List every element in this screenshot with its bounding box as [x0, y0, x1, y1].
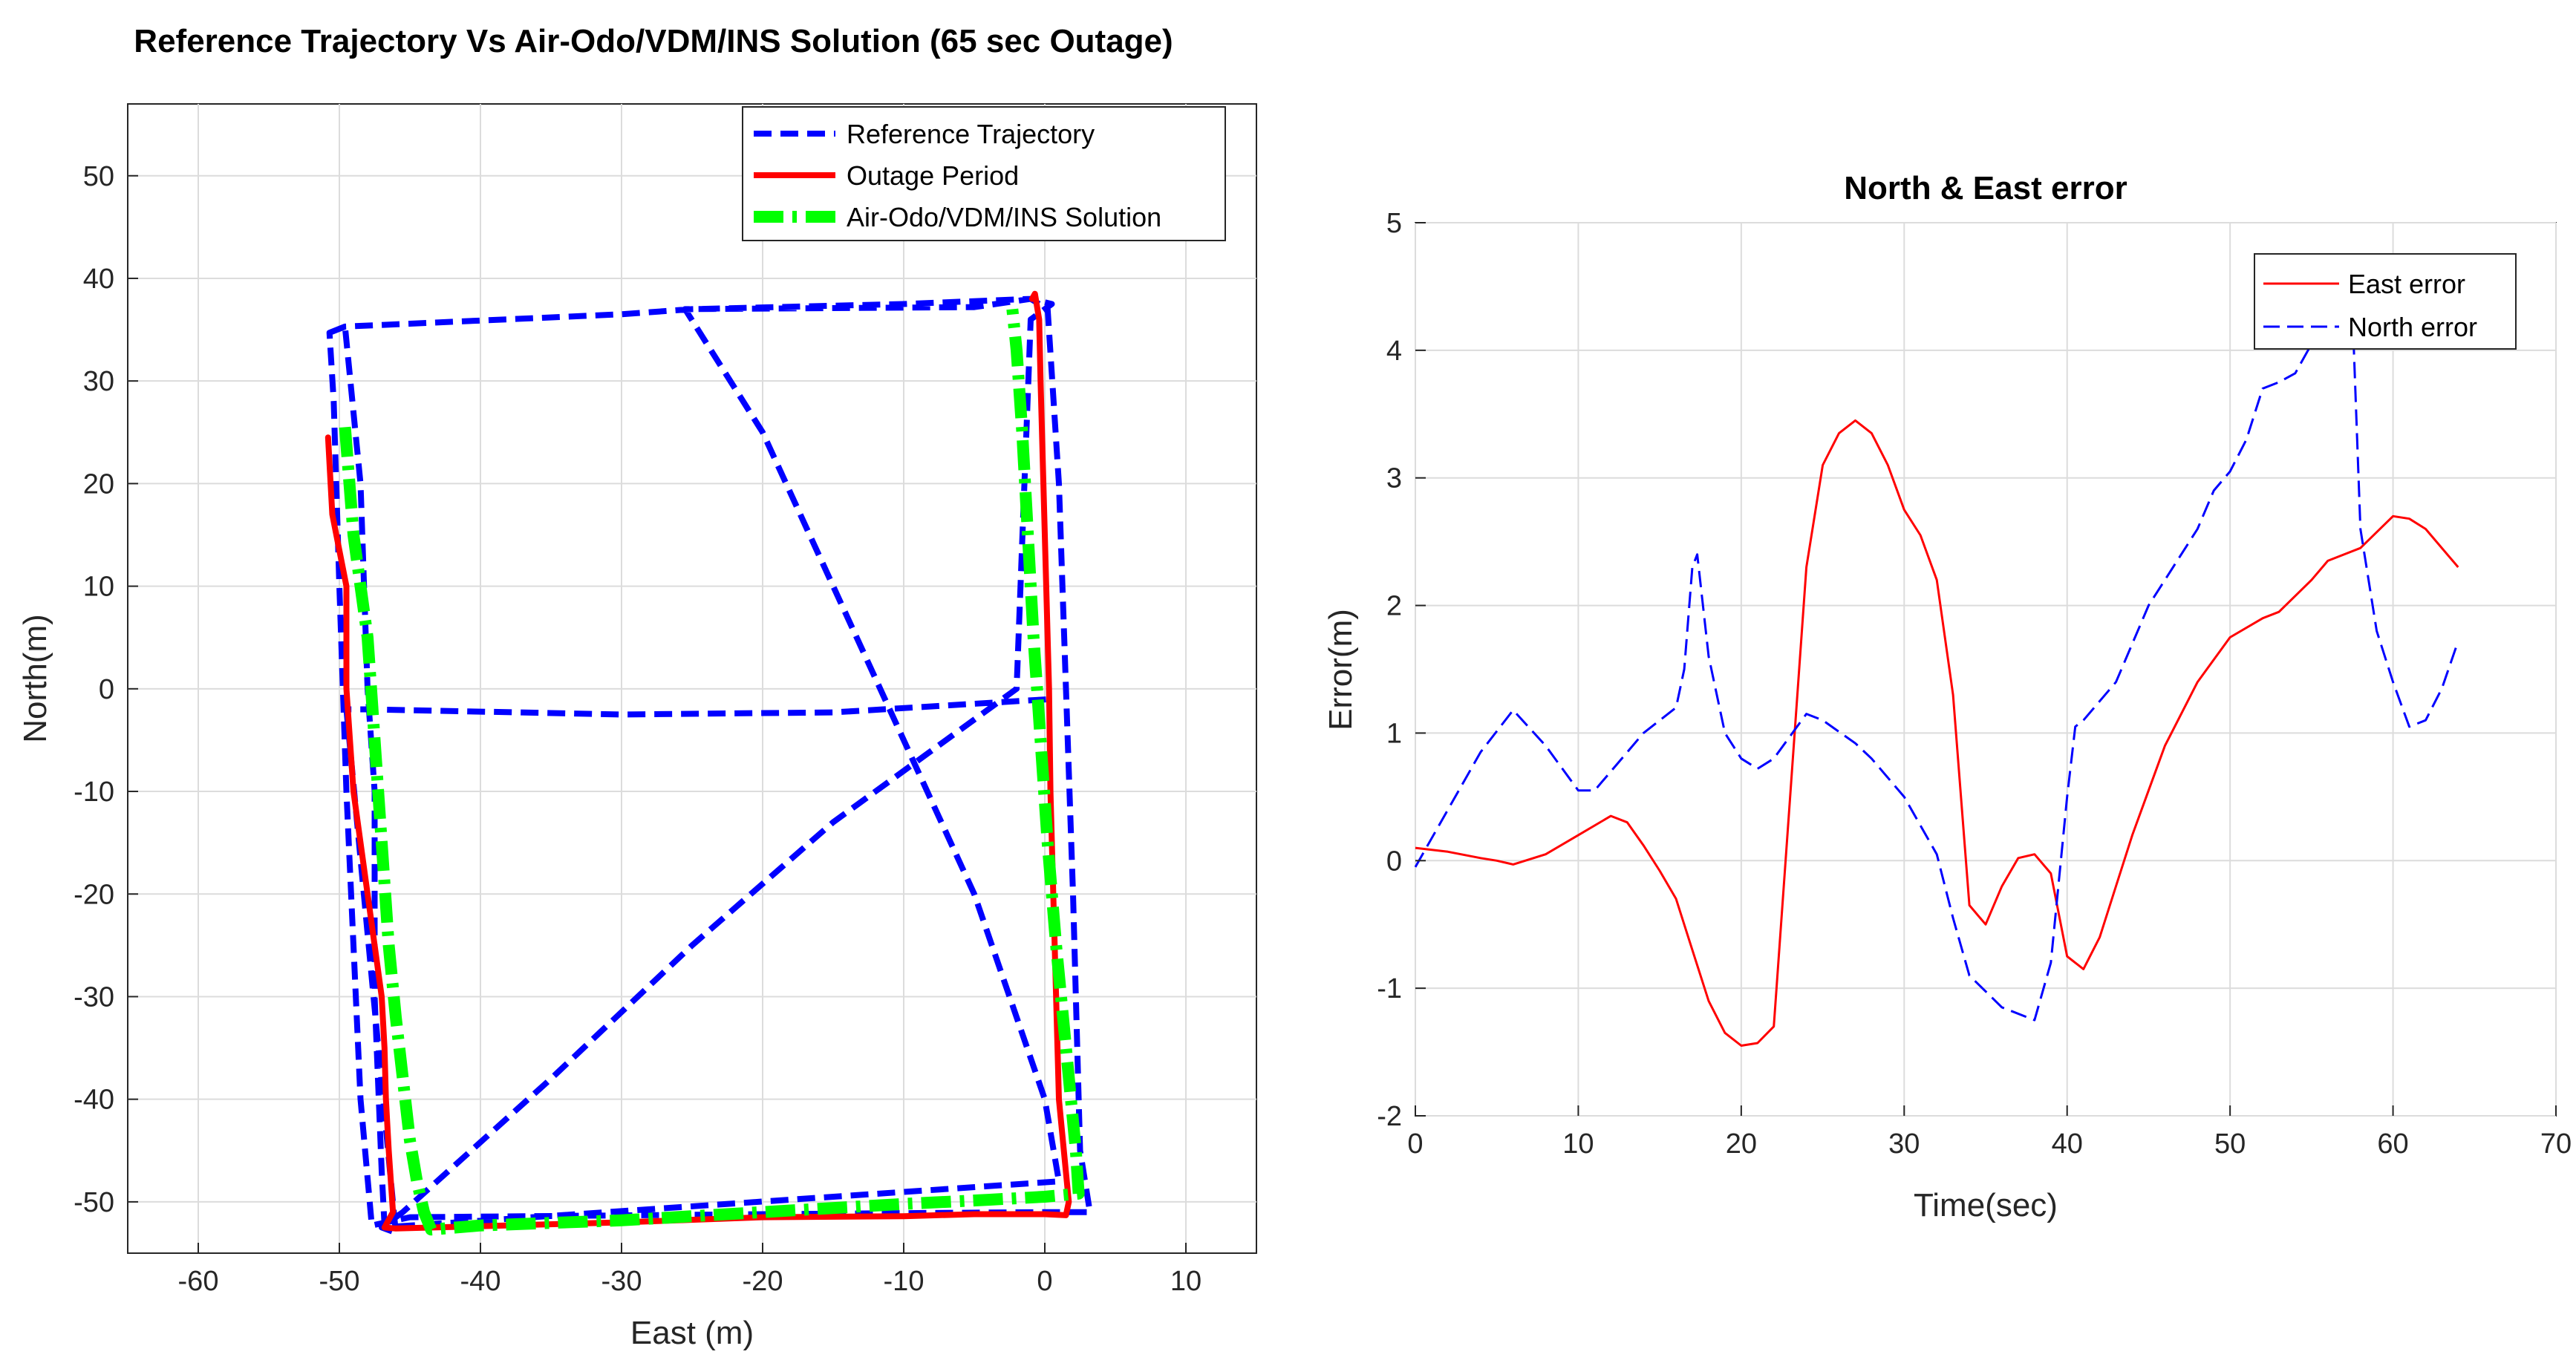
error-title: North & East error [1844, 170, 2127, 206]
trajectory-y-tick-label: 10 [83, 572, 114, 603]
trajectory-y-tick-label: -50 [74, 1187, 114, 1218]
legend-label-air-odo-solution: Air-Odo/VDM/INS Solution [847, 202, 1161, 232]
legend-label-north-error: North error [2348, 312, 2477, 342]
error-x-axis-label: Time(sec) [1914, 1187, 2058, 1223]
trajectory-y-tick-label: 0 [99, 674, 114, 705]
trajectory-y-tick-label: -40 [74, 1085, 114, 1116]
error-x-tick-label: 60 [2377, 1128, 2408, 1160]
legend-label-reference-trajectory: Reference Trajectory [847, 119, 1095, 149]
error-y-tick-label: 2 [1386, 591, 1402, 622]
error-y-tick-label: 4 [1386, 336, 1402, 367]
error-x-tick-label: 0 [1407, 1128, 1423, 1160]
trajectory-title: Reference Trajectory Vs Air-Odo/VDM/INS … [134, 23, 1173, 59]
error-y-tick-label: 3 [1386, 463, 1402, 494]
series-air-odo-vdm-ins-solution [339, 308, 1085, 1236]
error-legend: East error North error [2254, 253, 2517, 350]
error-x-tick-label: 20 [1726, 1128, 1757, 1160]
series-outage-period [325, 290, 1072, 1232]
error-legend-box [2254, 253, 2517, 350]
error-y-tick-label: 1 [1386, 718, 1402, 749]
trajectory-series-group [325, 290, 1093, 1236]
error-y-axis-label: Error(m) [1323, 609, 1359, 731]
trajectory-x-tick-label: -50 [319, 1266, 360, 1297]
trajectory-y-tick-label: -20 [74, 879, 114, 910]
trajectory-x-tick-label: -40 [460, 1266, 501, 1297]
error-y-tick-label: -1 [1377, 973, 1402, 1004]
legend-label-east-error: East error [2348, 269, 2465, 299]
error-y-tick-label: 0 [1386, 846, 1402, 877]
legend-label-outage-period: Outage Period [847, 160, 1019, 191]
trajectory-x-tick-label: 0 [1037, 1266, 1052, 1297]
error-y-tick-label: 5 [1386, 208, 1402, 239]
trajectory-legend: Reference Trajectory Outage Period Air-O… [742, 106, 1226, 241]
trajectory-y-axis-label: North(m) [17, 614, 53, 743]
error-x-tick-label: 30 [1888, 1128, 1920, 1160]
error-x-tick-label: 70 [2540, 1128, 2572, 1160]
trajectory-y-tick-label: -10 [74, 777, 114, 808]
trajectory-y-tick-label: 30 [83, 366, 114, 397]
error-x-tick-label: 50 [2214, 1128, 2246, 1160]
trajectory-x-tick-label: 10 [1170, 1266, 1201, 1297]
error-x-tick-label: 40 [2052, 1128, 2083, 1160]
trajectory-x-tick-label: -60 [178, 1266, 219, 1297]
trajectory-x-axis-label: East (m) [630, 1315, 754, 1351]
trajectory-y-tick-label: 20 [83, 468, 114, 500]
trajectory-y-tick-label: 50 [83, 161, 114, 192]
error-x-tick-label: 10 [1562, 1128, 1594, 1160]
trajectory-chart: -60 -50 -40 -30 -20 -10 0 10 50 40 30 20 10 0 -10 -20 -3… [17, 23, 1257, 1351]
series-reference-trajectory [326, 295, 1093, 1236]
series-east-error [1415, 419, 2459, 1047]
error-plot-area [1415, 222, 2557, 1117]
trajectory-x-tick-label: -10 [884, 1266, 925, 1297]
trajectory-y-tick-label: 40 [83, 264, 114, 295]
trajectory-x-tick-label: -30 [601, 1266, 642, 1297]
trajectory-x-tick-label: -20 [743, 1266, 783, 1297]
error-grid [1415, 222, 2557, 1117]
trajectory-y-tick-label: -30 [74, 981, 114, 1013]
error-y-tick-label: -2 [1377, 1101, 1402, 1132]
trajectory-plot-area [127, 103, 1257, 1254]
trajectory-ticks: -60 -50 -40 -30 -20 -10 0 10 50 40 30 20 10 0 -10 -20 -3… [74, 161, 1201, 1297]
